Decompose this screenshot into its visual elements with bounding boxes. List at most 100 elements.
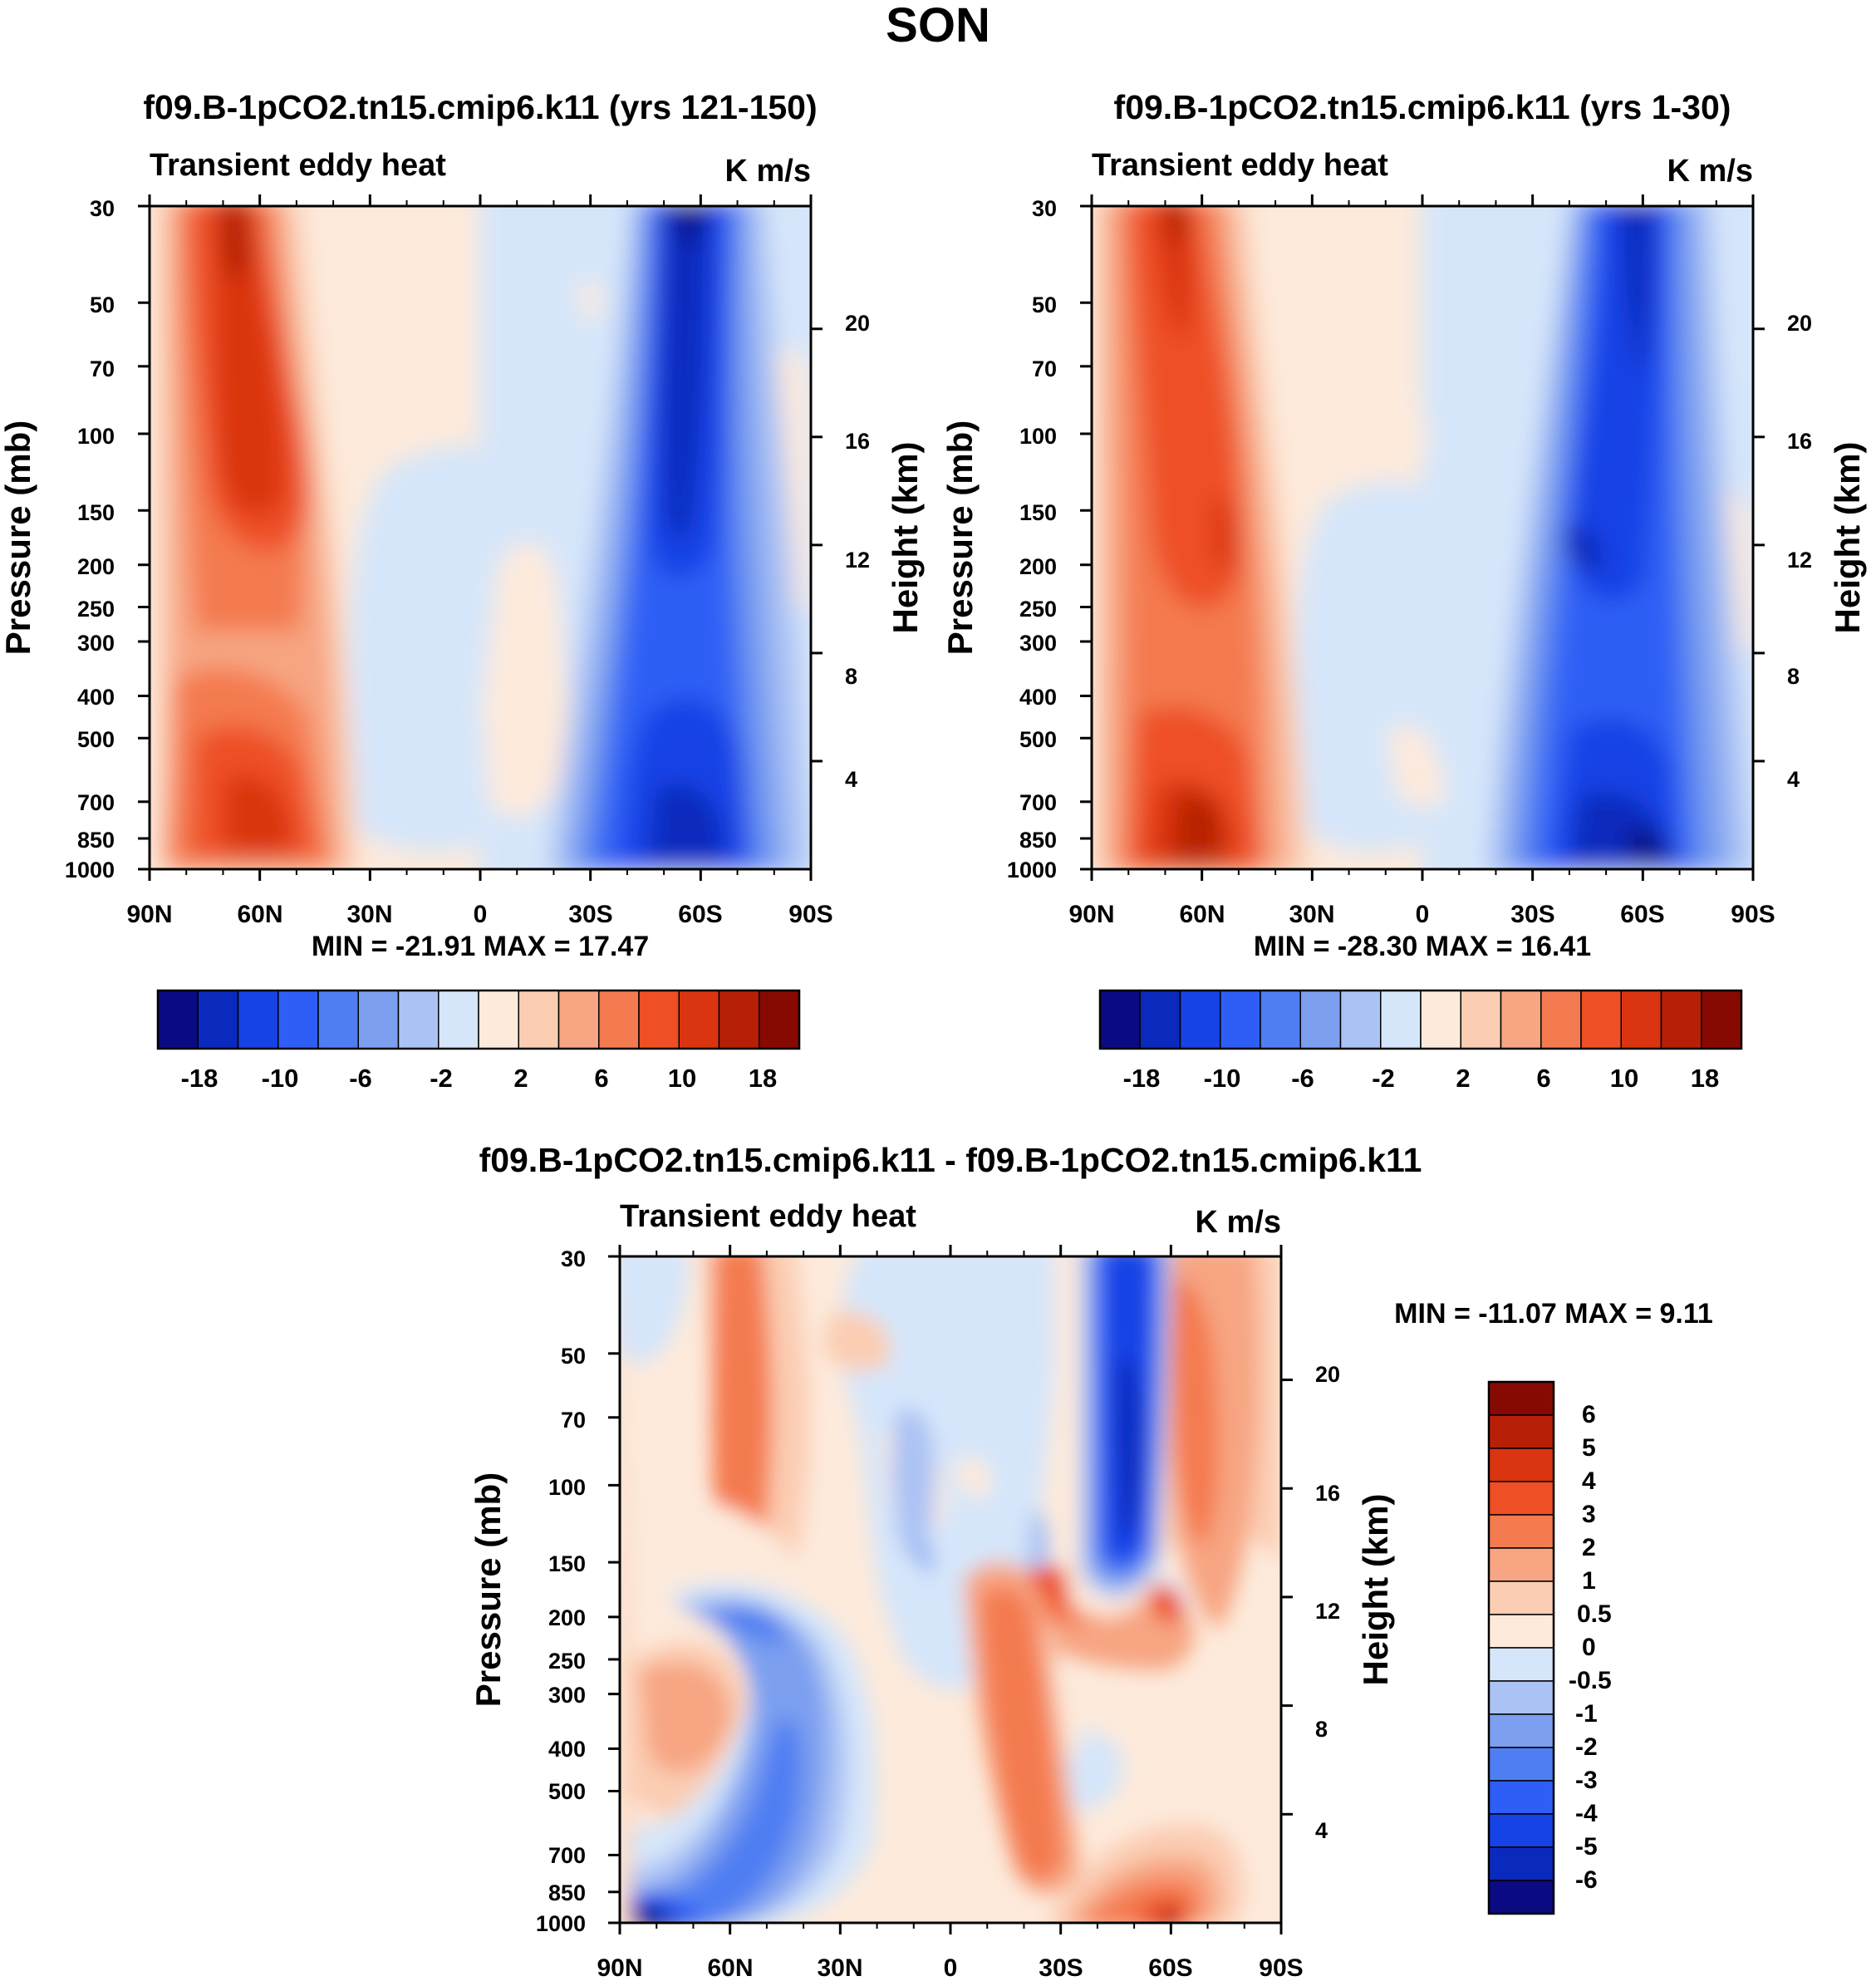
colorbar-tick-labels: -18 -10 -6 -2 2 6 10 18 [181,1064,778,1093]
x-tick-labels: 90N 60N 30N 0 30S 60S 90S [597,1954,1303,1981]
y-tick-label: 250 [77,597,115,622]
colorbar-swatch [1488,1780,1554,1815]
colorbar-swatch [1488,1514,1554,1549]
y-axis-label-right: Height (km) [1356,1494,1395,1686]
x-tick-label: 30S [1510,901,1554,928]
height-tick-label: 16 [1787,429,1812,454]
y-tick-label: 30 [1032,196,1057,221]
colorbar-label: -6 [1291,1064,1314,1093]
y-tick-label: 500 [1019,727,1057,752]
y-tick-label: 150 [548,1551,586,1576]
colorbar-label: -10 [1204,1064,1241,1093]
height-tick-label: 20 [1787,311,1812,336]
x-tick-label: 30S [1039,1954,1083,1981]
panel-title: f09.B-1pCO2.tn15.cmip6.k11 (yrs 121-150) [143,88,817,126]
y-tick-label: 30 [561,1246,586,1271]
contour-field [150,206,811,869]
height-tick-label: 16 [1315,1481,1340,1506]
y-tick-label: 70 [90,356,115,381]
min-max-stats: MIN = -11.07 MAX = 9.11 [1394,1298,1713,1330]
colorbar-swatch [478,990,519,1049]
x-tick-label: 90S [788,901,832,928]
colorbar-label: 1 [1582,1567,1596,1595]
colorbar [156,989,801,1050]
colorbar-label: -18 [181,1064,219,1093]
y-tick-label: 30 [90,196,115,221]
right-tick-labels: 20 16 12 8 4 [1787,311,1812,792]
colorbar-swatch [1488,1614,1554,1649]
colorbar-swatch [759,990,800,1049]
colorbar-swatch [1179,990,1221,1049]
colorbar-label: 0.5 [1577,1600,1612,1628]
y-tick-label: 850 [1019,828,1057,853]
colorbar-swatch [1260,990,1301,1049]
colorbar-label: 2 [513,1064,528,1093]
colorbar-swatch [1299,990,1342,1049]
x-tick-label: 0 [1416,901,1430,928]
colorbar-swatch [1420,990,1461,1049]
min-max-stats: MIN = -21.91 MAX = 17.47 [312,931,649,962]
y-tick-label: 200 [77,554,115,579]
panel-title: f09.B-1pCO2.tn15.cmip6.k11 (yrs 1-30) [1114,88,1731,126]
colorbar-frame [1487,1380,1555,1915]
y-axis-label-right: Height (km) [1828,442,1867,634]
y-axis-label: Pressure (mb) [940,420,980,655]
y-tick-label: 700 [548,1843,586,1868]
y-tick-label: 250 [548,1649,586,1674]
colorbar-swatch [598,990,640,1049]
colorbar-swatch [718,990,760,1049]
height-tick-label: 20 [845,311,870,336]
colorbar-swatch [237,990,279,1049]
y-tick-labels: 30 50 70 100 150 200 250 300 400 500 700… [65,196,115,882]
colorbar-swatch [357,990,400,1049]
y-tick-label: 400 [1019,685,1057,710]
colorbar-label: 6 [1536,1064,1550,1093]
x-tick-label: 30N [817,1954,862,1981]
x-tick-label: 90N [597,1954,642,1981]
colorbar-swatch [1139,990,1181,1049]
y-tick-label: 850 [548,1880,586,1905]
height-tick-label: 8 [1787,664,1800,689]
y-tick-label: 50 [561,1344,586,1369]
panel-subtitle-left: Transient eddy heat [620,1199,916,1234]
right-tick-labels: 20 16 12 8 4 [845,311,870,792]
colorbar-label: 3 [1582,1501,1596,1528]
colorbar-swatch [1380,990,1422,1049]
colorbar-swatch [1099,990,1141,1049]
colorbar-frame [156,989,801,1050]
colorbar-label: 10 [668,1064,696,1093]
height-tick-label: 16 [845,429,870,454]
axis-ticks [608,1245,1293,1934]
y-tick-label: 250 [1019,597,1057,622]
x-tick-label: 60S [1620,901,1664,928]
y-tick-label: 400 [77,685,115,710]
colorbar-swatch [1488,1381,1554,1416]
y-tick-label: 500 [548,1779,586,1804]
panel-subtitle-left: Transient eddy heat [1092,148,1388,183]
colorbar-label: -10 [262,1064,299,1093]
x-tick-label: 30N [1289,901,1334,928]
colorbar-swatch [1500,990,1542,1049]
colorbar-swatch [157,990,199,1049]
y-tick-labels: 30 50 70 100 150 200 250 300 400 500 700… [1007,196,1057,882]
colorbar-swatch [1488,1580,1554,1615]
colorbar-label: 2 [1456,1064,1470,1093]
panel-units: K m/s [1196,1205,1281,1240]
colorbar [1487,1380,1555,1915]
colorbar-label: 18 [1691,1064,1719,1093]
y-tick-label: 300 [77,631,115,656]
panel-top-right: f09.B-1pCO2.tn15.cmip6.k11 (yrs 1-30) Tr… [940,88,1867,1093]
y-tick-label: 200 [548,1605,586,1630]
colorbar-swatch [1488,1813,1554,1848]
colorbar-swatch [1488,1846,1554,1881]
y-tick-label: 700 [77,790,115,815]
colorbar-swatch [277,990,319,1049]
colorbar-label: -5 [1575,1833,1598,1861]
panel-bottom-difference: f09.B-1pCO2.tn15.cmip6.k11 - f09.B-1pCO2… [469,1141,1713,1981]
x-tick-label: 0 [944,1954,958,1981]
colorbar-swatch [1488,1747,1554,1782]
colorbar-label: 5 [1582,1434,1596,1462]
y-tick-label: 70 [561,1408,586,1433]
colorbar-frame [1098,989,1743,1050]
